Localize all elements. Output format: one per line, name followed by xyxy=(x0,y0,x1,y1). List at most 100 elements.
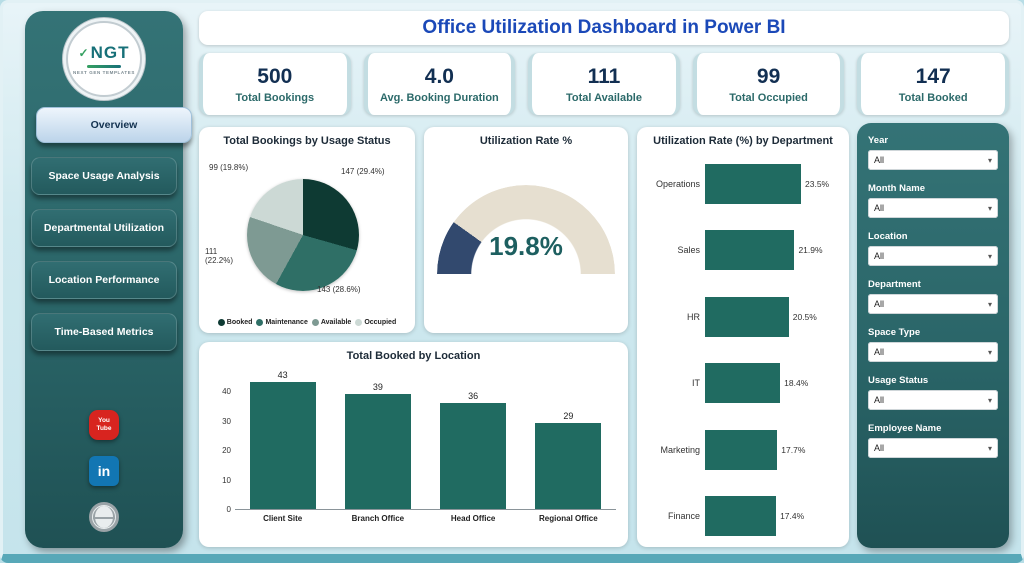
legend-dot-icon xyxy=(256,319,264,326)
slicer-value: All xyxy=(874,347,885,357)
kpi-value: 147 xyxy=(915,64,951,88)
chevron-down-icon: ▾ xyxy=(987,347,992,357)
utilization-gauge-card: Utilization Rate % 19.8% xyxy=(424,127,628,333)
slicer-label: Year xyxy=(868,135,889,146)
sidebar-item-departmental-utilization[interactable]: Departmental Utilization xyxy=(31,209,177,247)
sidebar-item-space-usage-analysis[interactable]: Space Usage Analysis xyxy=(31,157,177,195)
dept-bar[interactable] xyxy=(705,495,777,536)
social-links: You Tube in xyxy=(25,410,183,532)
legend-item-maintenance[interactable]: Maintenance xyxy=(256,319,308,326)
page-title: Office Utilization Dashboard in Power BI xyxy=(422,17,786,38)
chart-title: Total Booked by Location xyxy=(346,350,481,362)
chart-title: Total Bookings by Usage Status xyxy=(223,135,391,147)
slicer-value: All xyxy=(874,299,885,309)
month-name-dropdown[interactable]: All ▾ xyxy=(868,198,998,218)
department-dropdown[interactable]: All ▾ xyxy=(868,294,998,314)
filter-space-type: Space Type All ▾ xyxy=(868,327,998,362)
filter-usage-status: Usage Status All ▾ xyxy=(868,375,998,410)
location-bar[interactable] xyxy=(344,393,411,509)
chevron-down-icon: ▾ xyxy=(987,443,992,453)
legend-item-occupied[interactable]: Occupied xyxy=(355,319,396,326)
dept-row-operations: Operations 23.5% xyxy=(647,163,841,205)
sidebar-item-overview[interactable]: Overview xyxy=(36,107,192,143)
youtube-icon[interactable]: You Tube xyxy=(89,410,119,440)
location-bar[interactable] xyxy=(535,423,602,509)
dept-bar[interactable] xyxy=(705,296,789,337)
space-type-dropdown[interactable]: All ▾ xyxy=(868,342,998,362)
gauge[interactable] xyxy=(437,185,615,274)
dept-bar[interactable] xyxy=(705,429,778,470)
kpi-label: Avg. Booking Duration xyxy=(380,91,499,104)
y-axis-tick: 0 xyxy=(226,505,231,514)
x-axis-label: Client Site xyxy=(263,514,303,523)
sidebar: ✓ NGT NEXT GEN TEMPLATES Overview Space U… xyxy=(25,11,192,548)
year-dropdown[interactable]: All ▾ xyxy=(868,150,998,170)
dept-label: IT xyxy=(692,378,700,389)
kpi-row: 500 Total Bookings 4.0 Avg. Booking Dura… xyxy=(199,53,1009,115)
pie-label-maintenance: 143 (28.6%) xyxy=(317,285,361,294)
dept-bar[interactable] xyxy=(705,363,781,404)
header: Office Utilization Dashboard in Power BI xyxy=(199,11,1009,45)
slicer-value: All xyxy=(874,395,885,405)
usage-status-dropdown[interactable]: All ▾ xyxy=(868,390,998,410)
department-utilization-card: Utilization Rate (%) by Department Opera… xyxy=(637,127,849,547)
dept-value: 23.5% xyxy=(805,179,830,189)
dept-bar-zone: 17.7% xyxy=(705,429,841,470)
y-axis-tick: 40 xyxy=(222,387,231,396)
dept-bar-zone: 18.4% xyxy=(705,363,841,404)
youtube-text: You xyxy=(98,417,110,425)
chevron-down-icon: ▾ xyxy=(987,155,992,165)
kpi-avg-booking-duration: 4.0 Avg. Booking Duration xyxy=(363,53,516,115)
chart-title: Utilization Rate % xyxy=(479,135,573,147)
dept-bar[interactable] xyxy=(705,230,795,271)
filter-location: Location All ▾ xyxy=(868,231,998,266)
dept-row-marketing: Marketing 17.7% xyxy=(647,429,841,471)
kpi-value: 111 xyxy=(587,64,621,88)
kpi-label: Total Occupied xyxy=(729,91,808,104)
dept-bar[interactable] xyxy=(705,164,801,204)
gauge-value: 19.8% xyxy=(489,231,563,261)
legend-dot-icon xyxy=(355,319,363,326)
location-bar[interactable] xyxy=(440,402,507,509)
slicer-value: All xyxy=(874,203,885,213)
x-axis-label: Head Office xyxy=(450,514,496,523)
usage-pie[interactable] xyxy=(247,179,359,291)
bar-value-label: 36 xyxy=(468,390,479,401)
location-dropdown[interactable]: All ▾ xyxy=(868,246,998,266)
slicer-label: Usage Status xyxy=(868,375,929,386)
usage-status-pie-card: Total Bookings by Usage Status 147 (29.4… xyxy=(199,127,415,333)
sidebar-item-location-performance[interactable]: Location Performance xyxy=(31,261,177,299)
dept-bar-chart: Operations 23.5% Sales 21.9% HR 20.5% IT… xyxy=(647,163,841,537)
kpi-value: 500 xyxy=(257,64,293,88)
legend-item-booked[interactable]: Booked xyxy=(217,319,252,326)
dept-value: 21.9% xyxy=(798,245,823,256)
slicer-label: Month Name xyxy=(868,183,925,194)
nav-label: Time-Based Metrics xyxy=(54,326,154,338)
filter-year: Year All ▾ xyxy=(868,135,998,170)
location-bar[interactable] xyxy=(249,381,316,509)
pie-label-booked: 147 (29.4%) xyxy=(341,167,385,176)
kpi-value: 4.0 xyxy=(424,64,454,88)
pie-label-available: 111 (22.2%) xyxy=(205,247,234,265)
kpi-label: Total Available xyxy=(565,91,642,104)
slicer-value: All xyxy=(874,251,885,261)
legend-dot-icon xyxy=(217,319,225,326)
chevron-down-icon: ▾ xyxy=(987,251,992,261)
slicer-label: Location xyxy=(868,231,908,242)
chevron-down-icon: ▾ xyxy=(987,203,992,213)
sidebar-item-time-based-metrics[interactable]: Time-Based Metrics xyxy=(31,313,177,351)
dept-row-hr: HR 20.5% xyxy=(647,296,841,338)
kpi-label: Total Bookings xyxy=(235,91,315,104)
globe-icon[interactable] xyxy=(89,502,119,532)
loc-col-client-site: 43 xyxy=(235,370,330,509)
employee-name-dropdown[interactable]: All ▾ xyxy=(868,438,998,458)
loc-col-head-office: 36 xyxy=(426,376,521,509)
x-axis-label: Regional Office xyxy=(539,514,598,523)
chevron-down-icon: ▾ xyxy=(987,299,992,309)
legend-item-available[interactable]: Available xyxy=(311,319,351,326)
slicer-label: Space Type xyxy=(868,327,921,338)
dept-bar-zone: 17.4% xyxy=(705,495,841,536)
linkedin-icon[interactable]: in xyxy=(89,456,119,486)
dept-row-finance: Finance 17.4% xyxy=(647,495,841,537)
kpi-total-bookings: 500 Total Bookings xyxy=(199,53,351,115)
